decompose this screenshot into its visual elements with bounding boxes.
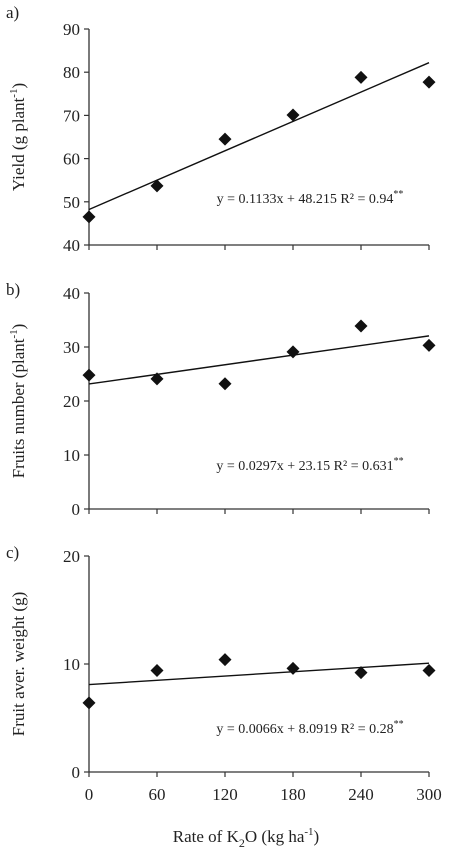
data-point [286,108,300,122]
x-tick-label: 60 [149,785,166,804]
regression-equation: y = 0.1133x + 48.215 R² = 0.94** [217,189,404,207]
y-tick-label: 60 [63,150,80,169]
y-tick-label: 0 [72,763,81,782]
y-tick-label: 10 [63,446,80,465]
y-tick-label: 20 [63,547,80,566]
chart-panels: 40 50 60 70 80 90 a) Yield (g plant-1) y = 0.113… [6,3,442,804]
y-tick-label: 80 [63,63,80,82]
y-axis-label: Yield (g plant-1) [8,83,28,191]
y-tick-label: 20 [63,392,80,411]
y-tick-label: 90 [63,20,80,39]
data-point [422,663,436,677]
trend-line [88,335,430,385]
x-axis-label: Rate of K2O (kg ha-1) [173,826,319,850]
y-tick-label: 70 [63,106,80,125]
x-tick-label: 300 [416,785,442,804]
data-point [218,132,232,146]
panel-label: b) [6,280,20,299]
panel-label: a) [6,3,19,22]
trend-line [88,62,430,211]
y-tick-label: 30 [63,338,80,357]
data-point [150,179,164,193]
x-tick-label: 120 [212,785,238,804]
y-tick-label: 40 [63,236,80,255]
y-tick-label: 40 [63,284,80,303]
panel-a: 40 50 60 70 80 90 a) Yield (g plant-1) y = 0.113… [6,3,436,255]
data-point [422,75,436,89]
y-tick-label: 50 [63,193,80,212]
data-point [82,696,96,710]
x-tick-label: 0 [85,785,94,804]
panel-c: 0 10 20 0 60 120 180 240 300 c) Fruit aver. weight… [6,543,442,804]
y-axis-label: Fruits number (plant-1) [8,324,28,479]
y-tick-label: 0 [72,500,81,519]
data-point [218,653,232,667]
panel-label: c) [6,543,19,562]
data-point [218,377,232,391]
regression-equation: y = 0.0066x + 8.0919 R² = 0.28** [216,719,403,737]
data-point [150,663,164,677]
x-axis-title: Rate of K2O (kg ha-1) [173,826,319,850]
panel-b: 0 10 20 30 40 b) Fruits number (plant-1) y = 0.… [6,280,436,519]
trend-line [88,662,430,686]
y-tick-label: 10 [63,655,80,674]
data-point [82,368,96,382]
x-tick-label: 240 [348,785,374,804]
data-point [286,661,300,675]
data-point [354,666,368,680]
regression-equation: y = 0.0297x + 23.15 R² = 0.631** [216,456,403,474]
data-point [422,338,436,352]
x-tick-label: 180 [280,785,306,804]
data-point [286,345,300,359]
data-point [354,70,368,84]
data-point [150,372,164,386]
data-point [82,210,96,224]
data-point [354,319,368,333]
y-axis-label: Fruit aver. weight (g) [9,592,28,736]
